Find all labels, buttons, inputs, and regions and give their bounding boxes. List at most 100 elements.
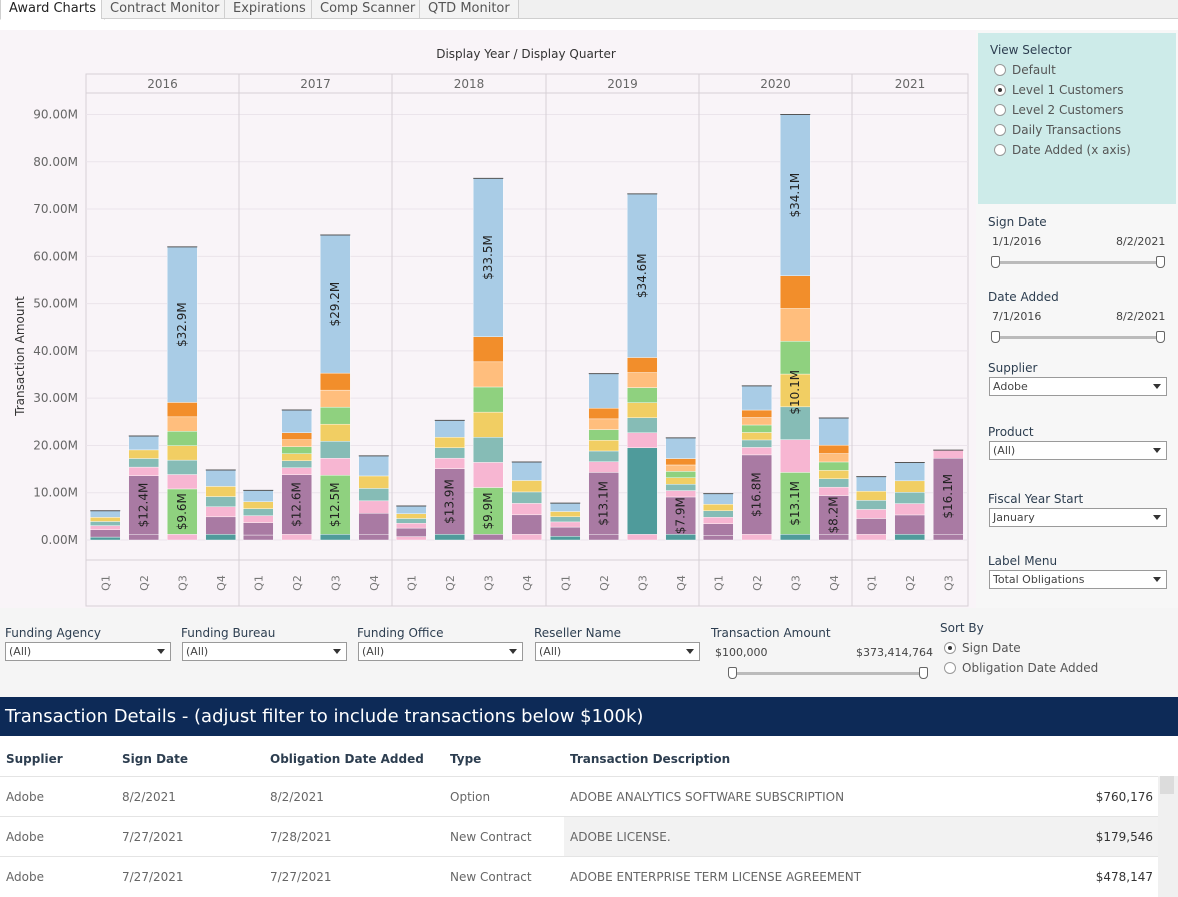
bar-segment[interactable] bbox=[818, 444, 849, 454]
bar-segment[interactable] bbox=[588, 440, 619, 452]
bar-segment[interactable] bbox=[780, 341, 811, 375]
bar-segment[interactable] bbox=[894, 514, 925, 535]
bar-segment[interactable] bbox=[741, 447, 772, 456]
bar-segment[interactable] bbox=[243, 508, 274, 516]
bar-segment[interactable] bbox=[90, 529, 121, 538]
tab-contract-monitor[interactable]: Contract Monitor bbox=[101, 0, 229, 19]
bar-segment[interactable] bbox=[588, 407, 619, 420]
bar-segment[interactable] bbox=[358, 455, 389, 477]
bar-segment[interactable] bbox=[741, 409, 772, 418]
bar-segment[interactable] bbox=[818, 417, 849, 446]
column-header-sign-date[interactable]: Sign Date bbox=[122, 752, 188, 766]
bar-segment[interactable] bbox=[205, 486, 236, 497]
bar-segment[interactable] bbox=[741, 454, 772, 535]
view-option-level-2[interactable]: Level 2 Customers bbox=[994, 103, 1123, 117]
bar-segment[interactable] bbox=[588, 534, 619, 541]
bar-segment[interactable] bbox=[281, 474, 312, 535]
bar-segment[interactable] bbox=[281, 453, 312, 461]
bar-segment[interactable] bbox=[281, 467, 312, 475]
sign-date-end-handle[interactable] bbox=[1156, 256, 1165, 268]
bar-segment[interactable] bbox=[703, 523, 734, 536]
bar-segment[interactable] bbox=[627, 417, 658, 433]
bar-segment[interactable] bbox=[281, 409, 312, 433]
bar-segment[interactable] bbox=[933, 458, 964, 535]
bar-segment[interactable] bbox=[665, 437, 696, 459]
bar-segment[interactable] bbox=[703, 535, 734, 541]
bar-segment[interactable] bbox=[281, 460, 312, 468]
bar-segment[interactable] bbox=[588, 472, 619, 535]
bar-segment[interactable] bbox=[588, 450, 619, 462]
reseller-name-dropdown[interactable]: (All) bbox=[535, 642, 700, 661]
bar-segment[interactable] bbox=[243, 515, 274, 523]
bar-segment[interactable] bbox=[473, 462, 504, 488]
bar-segment[interactable] bbox=[588, 429, 619, 441]
bar-segment[interactable] bbox=[396, 518, 427, 524]
bar-segment[interactable] bbox=[167, 402, 198, 418]
bar-segment[interactable] bbox=[396, 523, 427, 529]
bar-segment[interactable] bbox=[703, 504, 734, 511]
bar-segment[interactable] bbox=[703, 510, 734, 518]
bar-segment[interactable] bbox=[665, 471, 696, 478]
bar-segment[interactable] bbox=[780, 439, 811, 473]
bar-segment[interactable] bbox=[665, 477, 696, 485]
bar-segment[interactable] bbox=[358, 534, 389, 541]
bar-segment[interactable] bbox=[894, 480, 925, 493]
bar-segment[interactable] bbox=[818, 534, 849, 541]
bar-segment[interactable] bbox=[703, 517, 734, 524]
bar-segment[interactable] bbox=[167, 416, 198, 432]
bar-segment[interactable] bbox=[205, 534, 236, 541]
bar-segment[interactable] bbox=[550, 516, 581, 523]
bar-segment[interactable] bbox=[167, 474, 198, 490]
bar-segment[interactable] bbox=[167, 459, 198, 475]
label-menu-dropdown[interactable]: Total Obligations bbox=[989, 570, 1167, 589]
bar-segment[interactable] bbox=[511, 461, 542, 481]
bar-segment[interactable] bbox=[627, 402, 658, 418]
bar-segment[interactable] bbox=[90, 525, 121, 530]
bar-segment[interactable] bbox=[205, 516, 236, 535]
bar-segment[interactable] bbox=[205, 506, 236, 518]
bar-segment[interactable] bbox=[627, 432, 658, 449]
bar-segment[interactable] bbox=[205, 496, 236, 507]
bar-segment[interactable] bbox=[128, 466, 159, 476]
bar-segment[interactable] bbox=[703, 493, 734, 505]
bar-segment[interactable] bbox=[627, 357, 658, 373]
bar-segment[interactable] bbox=[473, 411, 504, 438]
bar-segment[interactable] bbox=[281, 446, 312, 454]
bar-segment[interactable] bbox=[550, 502, 581, 512]
bar-segment[interactable] bbox=[588, 461, 619, 473]
bar-segment[interactable] bbox=[90, 536, 121, 541]
bar-segment[interactable] bbox=[627, 193, 658, 358]
bar-segment[interactable] bbox=[320, 372, 351, 391]
bar-segment[interactable] bbox=[588, 373, 619, 409]
table-row[interactable]: Adobe 7/27/2021 7/27/2021 New Contract A… bbox=[0, 856, 1158, 896]
bar-segment[interactable] bbox=[933, 534, 964, 541]
bar-segment[interactable] bbox=[281, 534, 312, 541]
bar-segment[interactable] bbox=[627, 447, 658, 535]
bar-segment[interactable] bbox=[90, 517, 121, 522]
bar-segment[interactable] bbox=[550, 526, 581, 537]
bar-segment[interactable] bbox=[780, 308, 811, 342]
bar-segment[interactable] bbox=[167, 488, 198, 535]
table-row[interactable]: Adobe 7/27/2021 7/28/2021 New Contract A… bbox=[0, 816, 1158, 857]
supplier-dropdown[interactable]: Adobe bbox=[989, 377, 1167, 396]
bar-segment[interactable] bbox=[894, 492, 925, 504]
bar-segment[interactable] bbox=[818, 461, 849, 471]
sign-date-slider-track[interactable] bbox=[996, 261, 1162, 264]
bar-segment[interactable] bbox=[358, 513, 389, 535]
bar-segment[interactable] bbox=[205, 469, 236, 487]
view-option-daily[interactable]: Daily Transactions bbox=[994, 123, 1121, 137]
sign-date-start-handle[interactable] bbox=[991, 256, 1000, 268]
bar-segment[interactable] bbox=[856, 491, 887, 501]
bar-segment[interactable] bbox=[128, 449, 159, 459]
bar-segment[interactable] bbox=[627, 372, 658, 388]
column-header-supplier[interactable]: Supplier bbox=[6, 752, 63, 766]
bar-segment[interactable] bbox=[358, 500, 389, 514]
table-scrollbar-thumb[interactable] bbox=[1160, 776, 1174, 794]
funding-bureau-dropdown[interactable]: (All) bbox=[182, 642, 347, 661]
bar-segment[interactable] bbox=[856, 500, 887, 510]
bar-segment[interactable] bbox=[243, 522, 274, 536]
bar-segment[interactable] bbox=[358, 475, 389, 489]
bar-segment[interactable] bbox=[473, 361, 504, 388]
bar-segment[interactable] bbox=[320, 234, 351, 374]
bar-segment[interactable] bbox=[780, 373, 811, 408]
